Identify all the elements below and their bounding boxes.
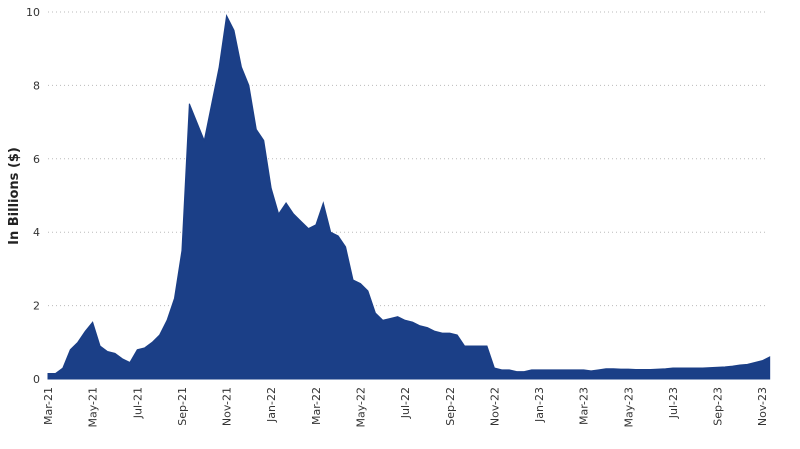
- area: [47, 14, 771, 380]
- x-tick-label: Mar-23: [578, 387, 591, 425]
- x-tick-label: Jul-22: [399, 387, 412, 419]
- x-tick-label: May-23: [622, 387, 635, 428]
- x-tick-label: Nov-23: [756, 387, 769, 426]
- y-tick-label: 0: [33, 373, 40, 386]
- y-axis-label: In Billions ($): [7, 147, 22, 245]
- y-tick-label: 4: [33, 226, 40, 239]
- y-tick-label: 10: [26, 6, 40, 19]
- x-tick-label: Nov-22: [488, 387, 501, 426]
- x-tick-label: Sep-22: [444, 387, 457, 426]
- x-tick-label: Mar-22: [310, 387, 323, 425]
- y-tick-label: 6: [33, 153, 40, 166]
- x-tick-label: Jul-21: [131, 387, 144, 419]
- y-tick-label: 2: [33, 300, 40, 313]
- x-tick-label: May-22: [354, 387, 367, 428]
- x-tick-label: Jul-23: [667, 387, 680, 419]
- x-tick-label: Mar-21: [42, 387, 55, 425]
- x-tick-label: Jan-22: [265, 387, 278, 423]
- x-tick-label: Sep-21: [176, 387, 189, 426]
- y-tick-label: 8: [33, 79, 40, 92]
- x-tick-label: Nov-21: [221, 387, 234, 426]
- x-tick-label: May-21: [87, 387, 100, 428]
- x-tick-label: Sep-23: [712, 387, 725, 426]
- x-tick-label: Jan-23: [533, 387, 546, 423]
